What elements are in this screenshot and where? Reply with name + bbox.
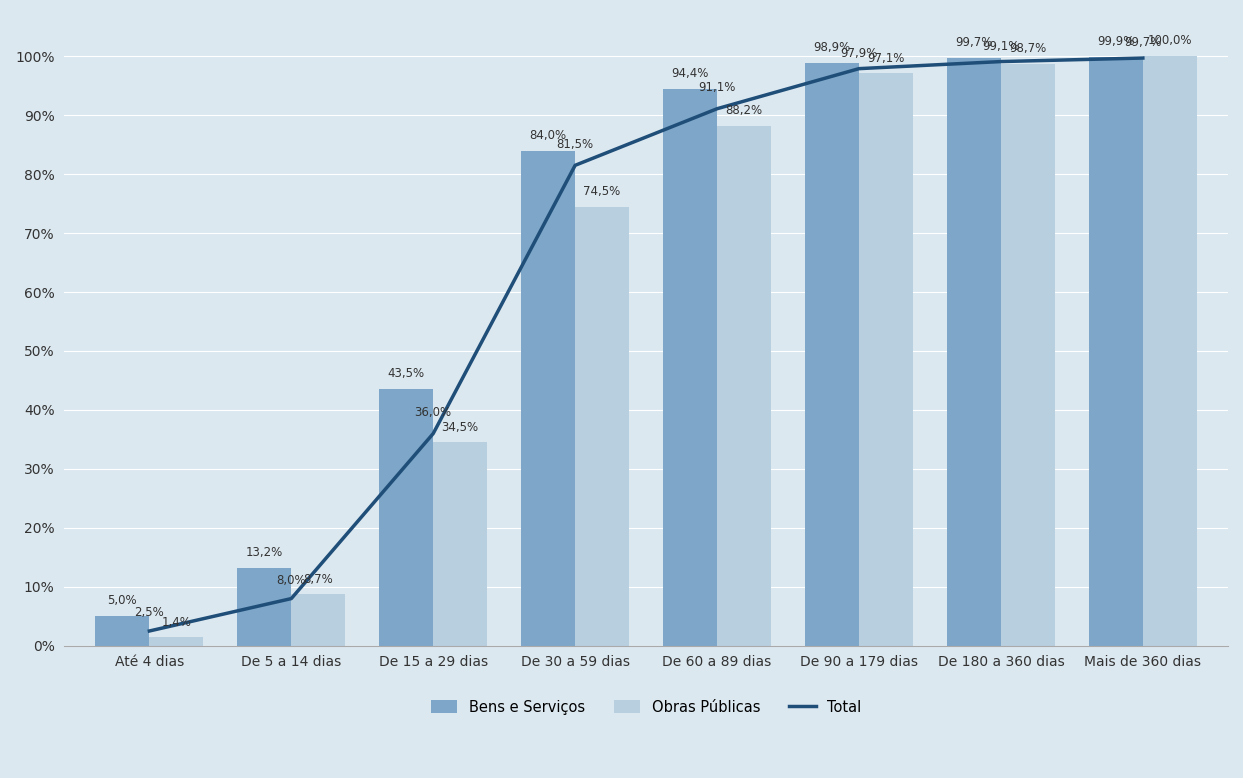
Bar bbox=[717, 126, 771, 646]
Text: 99,1%: 99,1% bbox=[982, 40, 1019, 53]
Text: 74,5%: 74,5% bbox=[583, 184, 620, 198]
Text: 84,0%: 84,0% bbox=[530, 128, 567, 142]
Bar bbox=[521, 151, 576, 646]
Bar bbox=[434, 443, 487, 646]
Bar bbox=[664, 89, 717, 646]
Text: 98,9%: 98,9% bbox=[813, 41, 850, 54]
Text: 13,2%: 13,2% bbox=[246, 546, 283, 559]
Legend: Bens e Serviços, Obras Públicas, Total: Bens e Serviços, Obras Públicas, Total bbox=[425, 694, 868, 720]
Text: 99,7%: 99,7% bbox=[956, 37, 993, 49]
Text: 36,0%: 36,0% bbox=[415, 406, 451, 419]
Bar bbox=[805, 63, 859, 646]
Bar bbox=[576, 207, 629, 646]
Bar bbox=[149, 637, 204, 646]
Text: 100,0%: 100,0% bbox=[1147, 34, 1192, 47]
Text: 34,5%: 34,5% bbox=[441, 421, 479, 433]
Text: 94,4%: 94,4% bbox=[671, 68, 709, 80]
Bar bbox=[96, 616, 149, 646]
Text: 43,5%: 43,5% bbox=[388, 367, 425, 380]
Text: 97,9%: 97,9% bbox=[840, 47, 878, 60]
Text: 8,0%: 8,0% bbox=[276, 574, 306, 587]
Text: 91,1%: 91,1% bbox=[699, 81, 736, 94]
Text: 99,7%: 99,7% bbox=[1124, 37, 1161, 49]
Bar bbox=[1001, 64, 1055, 646]
Bar bbox=[291, 594, 346, 646]
Text: 99,9%: 99,9% bbox=[1098, 35, 1135, 48]
Text: 5,0%: 5,0% bbox=[108, 594, 137, 608]
Bar bbox=[237, 568, 291, 646]
Text: 2,5%: 2,5% bbox=[134, 606, 164, 619]
Text: 8,7%: 8,7% bbox=[303, 573, 333, 586]
Bar bbox=[947, 58, 1001, 646]
Text: 88,2%: 88,2% bbox=[726, 104, 763, 117]
Text: 81,5%: 81,5% bbox=[557, 138, 594, 151]
Text: 98,7%: 98,7% bbox=[1009, 42, 1047, 55]
Bar bbox=[1089, 57, 1142, 646]
Bar bbox=[859, 73, 912, 646]
Text: 97,1%: 97,1% bbox=[868, 51, 905, 65]
Bar bbox=[379, 389, 434, 646]
Text: 1,4%: 1,4% bbox=[162, 615, 191, 629]
Bar bbox=[1142, 56, 1197, 646]
